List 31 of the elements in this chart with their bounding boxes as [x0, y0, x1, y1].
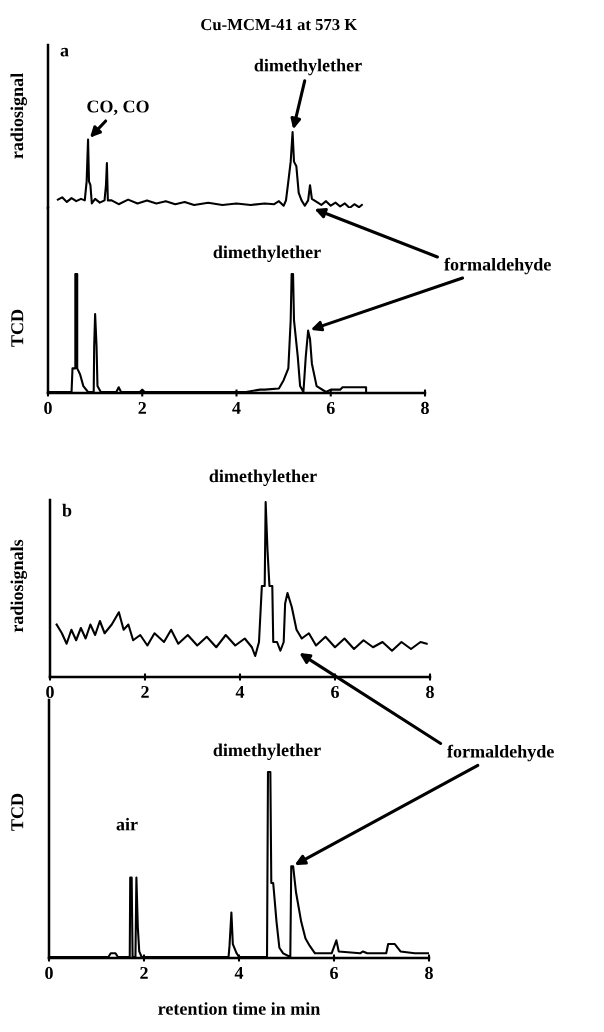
- y-axis-title: TCD: [11, 309, 24, 347]
- x-tick-label: 6: [331, 685, 339, 699]
- x-tick-label: 6: [330, 966, 338, 980]
- x-tick-label: 8: [426, 685, 434, 699]
- x-tick-label: 0: [44, 401, 52, 415]
- annotation: air: [116, 817, 138, 831]
- x-axis-title: retention time in min: [158, 1002, 321, 1015]
- annotation: dimethylether: [213, 245, 321, 262]
- y-axis-title: radiosignals: [10, 539, 27, 633]
- annotation: formaldehyde: [444, 257, 551, 275]
- x-tick-label: 0: [45, 966, 53, 980]
- x-tick-label: 6: [326, 401, 335, 415]
- x-tick-label: 4: [234, 966, 244, 979]
- x-tick-label: 4: [232, 401, 241, 414]
- x-tick-label: 2: [140, 966, 148, 979]
- annotation: dimethylether: [213, 743, 321, 760]
- y-axis-title: radiosignal: [10, 73, 27, 159]
- x-tick-label: 4: [235, 685, 245, 698]
- text: a: [60, 47, 69, 57]
- x-tick-label: 2: [141, 685, 149, 698]
- x-tick-label: 0: [46, 685, 54, 699]
- annotation: formaldehyde: [447, 744, 554, 762]
- x-tick-label: 8: [425, 966, 433, 980]
- chart-title: Cu-MCM-41 at 573 K: [201, 18, 358, 31]
- x-tick-label: 2: [138, 401, 146, 414]
- annotation: dimethylether: [254, 58, 362, 76]
- annotation: dimethylether: [209, 469, 317, 486]
- x-tick-label: 8: [421, 401, 429, 415]
- annotation: b: [62, 503, 72, 517]
- y-axis-title: TCD: [11, 793, 24, 831]
- annotation: CO, CO: [87, 100, 149, 116]
